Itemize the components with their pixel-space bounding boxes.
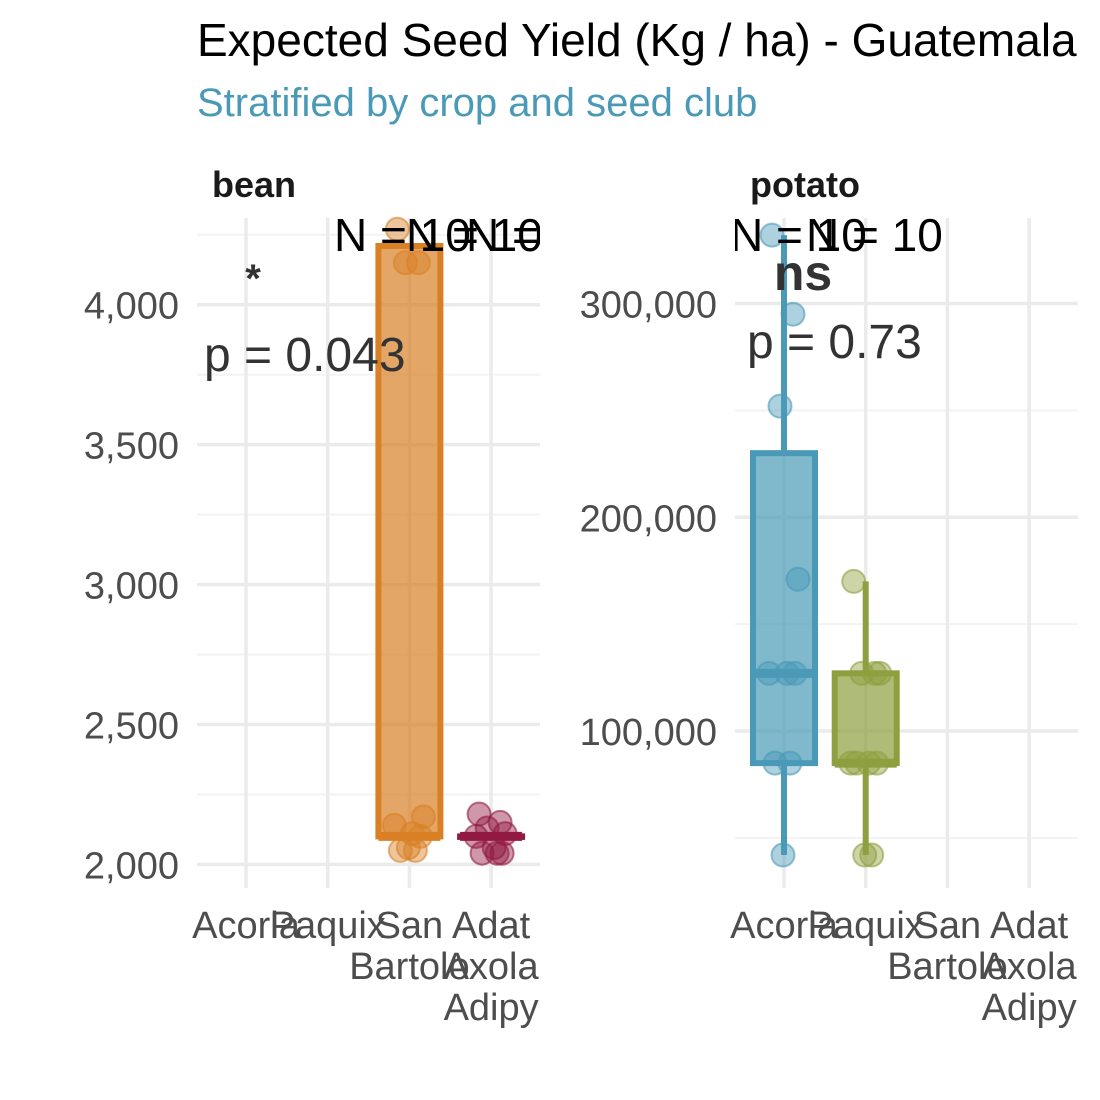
data-point bbox=[841, 568, 867, 594]
data-point bbox=[844, 750, 870, 776]
y-tick-label: 300,000 bbox=[580, 285, 717, 327]
x-tick-label: Axola bbox=[444, 946, 540, 988]
y-tick-label: 200,000 bbox=[580, 498, 717, 540]
x-tick-label: Paquix bbox=[808, 905, 924, 947]
data-point bbox=[405, 250, 431, 276]
tick-layer: 2,0002,5003,0003,5004,000AcorlaPaquixSan… bbox=[84, 285, 1078, 1029]
data-point bbox=[770, 842, 796, 868]
x-tick-label: Acorla bbox=[730, 905, 839, 947]
data-point bbox=[759, 222, 785, 248]
n-count-label: N = 10 bbox=[334, 209, 471, 261]
chart-subtitle: Stratified by crop and seed club bbox=[197, 81, 757, 125]
data-point bbox=[777, 750, 803, 776]
data-point bbox=[774, 660, 800, 686]
data-point bbox=[864, 750, 890, 776]
data-point bbox=[780, 301, 806, 327]
x-tick-label: Bartolo bbox=[887, 946, 1007, 988]
facet-label-potato: potato bbox=[750, 164, 860, 205]
x-tick-label: Paquix bbox=[270, 905, 386, 947]
n-label-group: N = 10N = 10N = 9 bbox=[334, 209, 577, 261]
data-point bbox=[395, 835, 421, 861]
y-tick-label: 2,500 bbox=[84, 705, 179, 747]
data-point bbox=[785, 566, 811, 592]
x-tick-label: Adat bbox=[990, 905, 1069, 947]
x-tick-label: San bbox=[376, 905, 444, 947]
n-count-label: N = 10 bbox=[806, 209, 943, 261]
y-tick-label: 4,000 bbox=[84, 286, 179, 328]
box-iqr bbox=[375, 242, 444, 840]
data-point bbox=[384, 216, 410, 242]
data-point bbox=[849, 660, 875, 686]
p-value-label: p = 0.73 bbox=[747, 316, 922, 369]
y-tick-label: 3,000 bbox=[84, 566, 179, 608]
data-point bbox=[484, 840, 510, 866]
n-label-group: N = 10N = 10 bbox=[730, 209, 943, 261]
facet-label-bean: bean bbox=[212, 164, 296, 205]
y-tick-label: 3,500 bbox=[84, 426, 179, 468]
n-count-label: N = 10 bbox=[730, 209, 867, 261]
data-point bbox=[767, 393, 793, 419]
data-point bbox=[756, 660, 782, 686]
y-tick-label: 100,000 bbox=[580, 712, 717, 754]
x-tick-label: Acorla bbox=[192, 905, 301, 947]
x-tick-label: Bartolo bbox=[349, 946, 469, 988]
x-tick-label: Axola bbox=[982, 946, 1078, 988]
data-point bbox=[867, 660, 893, 686]
data-point bbox=[782, 660, 808, 686]
data-point bbox=[838, 750, 864, 776]
x-tick-label: Adat bbox=[452, 905, 531, 947]
chart-title: Expected Seed Yield (Kg / ha) - Guatemal… bbox=[197, 14, 1077, 66]
box-iqr bbox=[750, 450, 818, 767]
x-tick-label: Adipy bbox=[444, 987, 539, 1029]
n-count-label: N = 9 bbox=[466, 209, 577, 261]
n-count-label: N = 10 bbox=[406, 209, 543, 261]
significance-label: * bbox=[245, 257, 261, 301]
data-point bbox=[852, 842, 878, 868]
data-point bbox=[859, 842, 885, 868]
y-tick-label: 2,000 bbox=[84, 845, 179, 887]
significance-label: ns bbox=[774, 245, 832, 301]
p-value-label: p = 0.043 bbox=[204, 329, 406, 382]
x-tick-label: Adipy bbox=[982, 987, 1077, 1029]
data-point bbox=[392, 250, 418, 276]
box-iqr bbox=[831, 670, 900, 767]
x-tick-label: San bbox=[914, 905, 982, 947]
point-layer bbox=[381, 216, 893, 868]
